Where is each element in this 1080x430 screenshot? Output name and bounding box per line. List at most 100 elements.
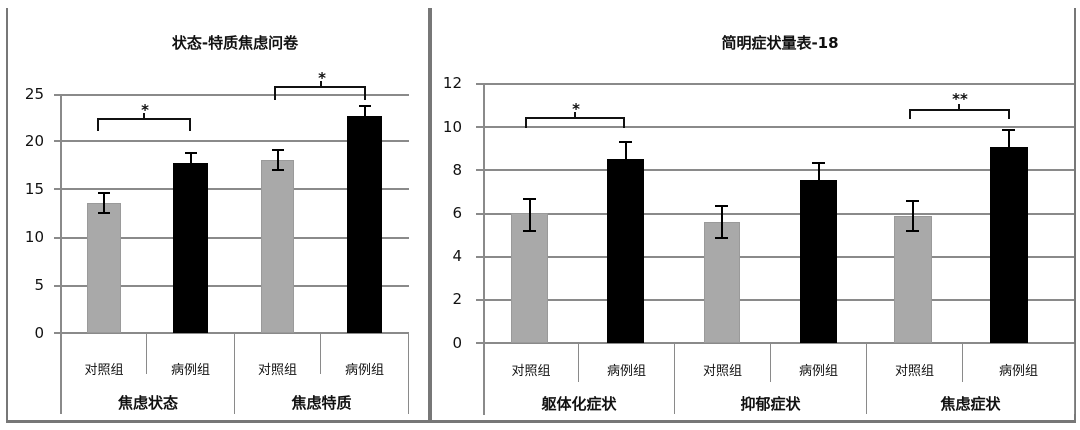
right-gridline [476, 213, 1074, 215]
right-gridline [476, 169, 1074, 171]
right-gridline [476, 299, 1074, 301]
bar-anxiety-state-control [87, 203, 121, 333]
significance-star: * [141, 101, 149, 119]
left-ytick: 15 [24, 180, 44, 198]
significance-bracket [97, 118, 191, 131]
errorbar-cap [98, 192, 110, 194]
bar-somatization-case [607, 159, 644, 343]
left-ytick: 25 [24, 85, 44, 103]
errorbar [277, 150, 279, 170]
group-divider [1074, 344, 1075, 414]
bracket-tick [958, 104, 960, 109]
group-label: 焦虑特质 [291, 394, 352, 412]
left-chart-panel [6, 8, 432, 423]
bar-depression-control [704, 222, 740, 343]
errorbar [190, 153, 192, 163]
group-label: 躯体化症状 [541, 395, 617, 413]
errorbar-cap [185, 152, 197, 154]
errorbar [912, 201, 914, 231]
left-ytick: 10 [24, 228, 44, 246]
left-ytick: 20 [24, 132, 44, 150]
errorbar-cap [272, 149, 284, 151]
category-divider [146, 334, 147, 374]
bar-depression-case [800, 180, 837, 343]
category-divider [770, 344, 771, 382]
left-ytick: 0 [34, 324, 44, 342]
errorbar-cap [812, 162, 825, 164]
significance-bracket [525, 117, 625, 128]
errorbar [364, 106, 366, 116]
category-label: 病例组 [606, 364, 646, 379]
right-y-axis [483, 83, 485, 415]
left-ytick: 5 [34, 276, 44, 294]
bar-anxiety-trait-case [347, 116, 382, 333]
category-label: 病例组 [170, 363, 210, 378]
significance-bracket [909, 109, 1010, 119]
bar-anxiety-trait-control [261, 160, 294, 333]
bar-anxiety-control [894, 216, 932, 343]
group-divider [234, 334, 235, 414]
errorbar-cap [1002, 129, 1015, 131]
errorbar-cap [523, 230, 536, 232]
category-label: 对照组 [511, 364, 551, 379]
category-label: 病例组 [344, 363, 384, 378]
significance-star: ** [952, 90, 968, 108]
left-chart-title: 状态-特质焦虑问卷 [171, 34, 299, 52]
group-divider [866, 344, 867, 414]
significance-star: * [318, 69, 326, 87]
right-ytick: 0 [452, 334, 462, 352]
errorbar [103, 193, 105, 213]
category-label: 对照组 [702, 364, 742, 379]
left-y-axis [60, 94, 62, 414]
group-divider [408, 334, 409, 414]
right-gridline [476, 126, 1074, 128]
right-ytick: 2 [452, 290, 462, 308]
bracket-tick [143, 113, 145, 118]
right-gridline [476, 342, 1074, 344]
right-gridline [476, 256, 1074, 258]
bar-somatization-control [511, 213, 548, 343]
left-gridline [54, 94, 409, 96]
right-chart-panel [428, 8, 1076, 423]
errorbar [529, 199, 531, 231]
right-ytick: 10 [442, 118, 462, 136]
group-label: 焦虑状态 [117, 394, 178, 412]
significance-bracket [274, 86, 366, 100]
category-label: 病例组 [798, 364, 838, 379]
left-gridline [54, 285, 409, 287]
category-label: 对照组 [894, 364, 934, 379]
errorbar [1008, 130, 1010, 147]
category-divider [962, 344, 963, 382]
group-label: 焦虑症状 [940, 395, 1001, 413]
errorbar-cap [715, 205, 728, 207]
category-label: 对照组 [84, 363, 124, 378]
errorbar-cap [523, 198, 536, 200]
category-label: 病例组 [998, 364, 1038, 379]
errorbar-cap [906, 230, 919, 232]
right-ytick: 4 [452, 247, 462, 265]
bar-anxiety-case [990, 147, 1028, 343]
left-gridline [54, 188, 409, 190]
left-gridline [54, 332, 409, 334]
errorbar-cap [359, 105, 371, 107]
errorbar-cap [715, 237, 728, 239]
right-chart-title: 简明症状量表-18 [721, 34, 839, 52]
errorbar-cap [272, 169, 284, 171]
bracket-tick [320, 81, 322, 86]
significance-star: * [572, 100, 580, 118]
errorbar-cap [906, 200, 919, 202]
group-label: 抑郁症状 [740, 395, 801, 413]
left-gridline [54, 237, 409, 239]
bracket-tick [574, 112, 576, 117]
errorbar-cap [619, 141, 632, 143]
group-divider [674, 344, 675, 414]
left-gridline [54, 140, 409, 142]
category-label: 对照组 [257, 363, 297, 378]
right-ytick: 12 [442, 74, 462, 92]
right-gridline [476, 83, 1074, 85]
category-divider [578, 344, 579, 382]
errorbar [721, 206, 723, 238]
bar-anxiety-state-case [173, 163, 208, 333]
errorbar [818, 163, 820, 180]
right-ytick: 6 [452, 204, 462, 222]
